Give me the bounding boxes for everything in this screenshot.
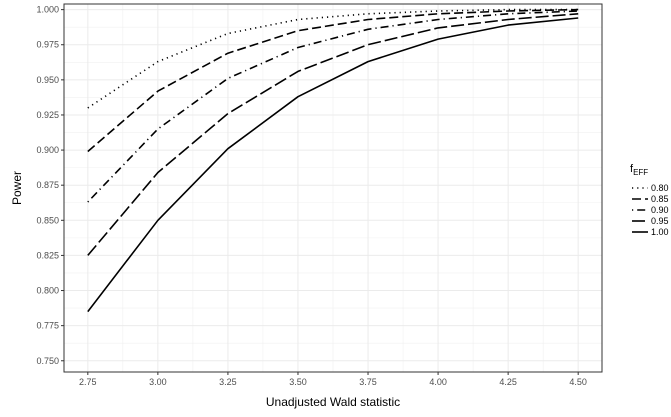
y-tick-label: 0.900 [36, 145, 59, 155]
legend-label-0.80: 0.80 [651, 183, 669, 193]
series-line-1.00 [87, 17, 579, 313]
legend-items: 0.800.850.900.951.00 [632, 183, 669, 237]
legend-label-1.00: 1.00 [651, 227, 669, 237]
legend-title-sub: EFF [633, 168, 648, 177]
y-tick-label: 1.000 [36, 5, 59, 15]
series-line-0.80 [87, 8, 579, 109]
y-tick-label: 0.825 [36, 250, 59, 260]
x-tick-label: 4.00 [429, 377, 447, 387]
legend-title-main: f [630, 163, 634, 175]
series-line-0.85 [87, 8, 579, 153]
legend-label-0.85: 0.85 [651, 194, 669, 204]
y-axis-title: Power [10, 171, 24, 205]
legend-title: fEFF [630, 163, 648, 177]
x-tick-label: 3.75 [359, 377, 377, 387]
y-tick-label: 0.850 [36, 215, 59, 225]
x-tick-label: 4.25 [499, 377, 517, 387]
y-tick-label: 0.925 [36, 110, 59, 120]
legend-label-0.95: 0.95 [651, 216, 669, 226]
x-tick-label: 3.25 [219, 377, 237, 387]
legend-label-0.90: 0.90 [651, 205, 669, 215]
y-tick-label: 0.750 [36, 356, 59, 366]
x-tick-label: 4.50 [569, 377, 587, 387]
x-axis-title: Unadjusted Wald statistic [266, 395, 400, 409]
x-tick-label: 3.00 [149, 377, 167, 387]
x-tick-label: 2.75 [79, 377, 97, 387]
x-axis-ticks: 2.75 3.00 3.25 3.50 3.75 4.00 4.25 4.50 [79, 372, 587, 387]
series-line-0.90 [87, 10, 579, 203]
plot-panel-border [63, 3, 603, 373]
legend: fEFF 0.800.850.900.951.00 [630, 163, 669, 237]
y-tick-label: 0.975 [36, 40, 59, 50]
grid [64, 4, 602, 372]
y-axis-ticks: 0.750 0.775 0.800 0.825 0.850 0.875 0.900 0.925… [36, 5, 64, 366]
y-tick-label: 0.775 [36, 321, 59, 331]
series-lines [87, 8, 579, 313]
y-tick-label: 0.950 [36, 75, 59, 85]
y-tick-label: 0.875 [36, 180, 59, 190]
series-line-0.95 [87, 13, 579, 256]
y-tick-label: 0.800 [36, 286, 59, 296]
x-tick-label: 3.50 [289, 377, 307, 387]
